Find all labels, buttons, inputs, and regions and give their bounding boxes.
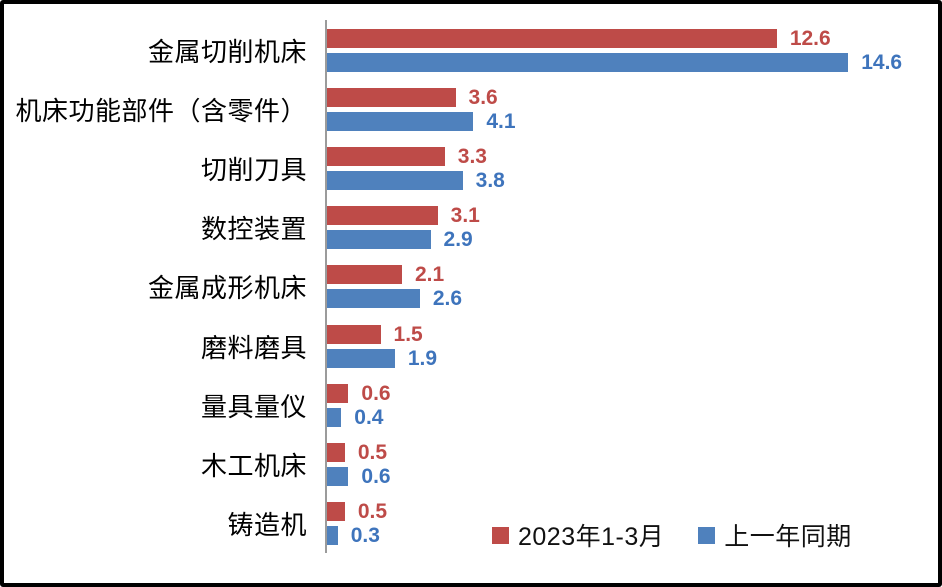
value-label: 0.5	[357, 440, 388, 464]
bar-current-period	[327, 383, 349, 403]
bar-current-period	[327, 324, 381, 344]
value-label: 3.1	[450, 204, 480, 228]
value-label: 2.9	[443, 228, 473, 252]
bar-current-period	[327, 29, 777, 49]
bar-line: 2.9	[327, 228, 938, 252]
value-label: 1.5	[393, 322, 423, 346]
category-row: 数控装置 3.1 2.9	[4, 198, 938, 257]
bar-line: 1.5	[327, 322, 938, 346]
legend-item-previous-period: 上一年同期	[698, 517, 852, 553]
y-axis-line	[325, 20, 327, 553]
bar-group: 3.6 4.1	[327, 80, 938, 139]
bar-previous-period	[327, 525, 338, 545]
value-label: 2.6	[432, 287, 463, 311]
bar-group: 0.5 0.3	[327, 494, 938, 553]
bar-previous-period	[327, 171, 463, 191]
category-label: 机床功能部件（含零件）	[15, 96, 307, 127]
category-label: 量具量仪	[200, 391, 307, 422]
value-label: 1.9	[407, 346, 438, 370]
bar-group: 0.6 0.4	[327, 376, 938, 435]
value-label: 3.6	[468, 86, 498, 110]
category-label: 金属成形机床	[147, 273, 307, 304]
bar-group: 3.3 3.8	[327, 139, 938, 198]
value-label: 2.1	[414, 263, 445, 287]
bar-previous-period	[327, 289, 420, 309]
bar-group: 0.5 0.6	[327, 435, 938, 494]
value-label: 0.6	[361, 464, 391, 488]
value-label: 3.8	[475, 169, 505, 193]
bar-previous-period	[327, 112, 474, 132]
bar-previous-period	[327, 348, 395, 368]
category-row: 金属成形机床 2.1 2.6	[4, 257, 938, 316]
bar-line: 3.6	[327, 86, 938, 110]
value-label: 4.1	[486, 110, 516, 134]
category-row: 铸造机 0.5 0.3	[4, 494, 938, 553]
value-label: 0.6	[361, 381, 391, 405]
value-label: 0.5	[357, 499, 388, 523]
value-label: 3.3	[457, 145, 487, 169]
bar-previous-period	[327, 466, 349, 486]
value-label: 12.6	[789, 27, 831, 51]
value-label: 0.3	[350, 523, 380, 547]
category-row: 金属切削机床 12.6 14.6	[4, 21, 938, 80]
bar-line: 0.6	[327, 381, 938, 405]
bar-current-period	[327, 206, 438, 226]
bar-line: 14.6	[327, 51, 938, 75]
legend-swatch-current-period-icon	[492, 526, 509, 544]
plot-area: 金属切削机床 12.6 14.6 机床功能部件（含零件） 3.6 4.1 切削刀具 3.3 3.…	[4, 21, 938, 553]
bar-line: 0.5	[327, 499, 938, 523]
bar-line: 2.1	[327, 263, 938, 287]
bar-line: 3.8	[327, 169, 938, 193]
category-label: 木工机床	[200, 450, 307, 481]
bar-previous-period	[327, 407, 342, 427]
bar-group: 12.6 14.6	[327, 21, 938, 80]
legend-label-current-period: 2023年1-3月	[518, 523, 665, 551]
bar-line: 1.9	[327, 346, 938, 370]
bar-group: 2.1 2.6	[327, 257, 938, 316]
bar-line: 0.6	[327, 464, 938, 488]
category-row: 磨料磨具 1.5 1.9	[4, 316, 938, 375]
category-row: 量具量仪 0.6 0.4	[4, 376, 938, 435]
legend-label-previous-period: 上一年同期	[724, 523, 852, 551]
bar-group: 1.5 1.9	[327, 316, 938, 375]
legend: 2023年1-3月 上一年同期	[492, 517, 852, 553]
bar-current-period	[327, 501, 345, 521]
bar-line: 2.6	[327, 287, 938, 311]
bar-line: 0.4	[327, 405, 938, 429]
category-row: 机床功能部件（含零件） 3.6 4.1	[4, 80, 938, 139]
bar-current-period	[327, 88, 456, 108]
category-label: 磨料磨具	[200, 332, 307, 363]
value-label: 14.6	[861, 51, 903, 75]
category-row: 切削刀具 3.3 3.8	[4, 139, 938, 198]
bar-current-period	[327, 147, 445, 167]
category-row: 木工机床 0.5 0.6	[4, 435, 938, 494]
bar-line: 0.3	[327, 523, 938, 547]
bar-previous-period	[327, 230, 431, 250]
bar-line: 3.3	[327, 145, 938, 169]
bar-line: 3.1	[327, 204, 938, 228]
category-label: 数控装置	[200, 214, 307, 245]
legend-item-current-period: 2023年1-3月	[492, 517, 664, 553]
category-label: 切削刀具	[200, 155, 307, 186]
bar-group: 3.1 2.9	[327, 198, 938, 257]
value-label: 0.4	[354, 405, 384, 429]
bar-line: 0.5	[327, 440, 938, 464]
category-label: 金属切削机床	[147, 37, 307, 68]
category-label: 铸造机	[227, 509, 307, 540]
bar-line: 4.1	[327, 110, 938, 134]
legend-swatch-previous-period-icon	[698, 526, 716, 544]
bar-current-period	[327, 442, 345, 462]
bar-previous-period	[327, 53, 849, 73]
bar-current-period	[327, 265, 402, 285]
bar-line: 12.6	[327, 27, 938, 51]
